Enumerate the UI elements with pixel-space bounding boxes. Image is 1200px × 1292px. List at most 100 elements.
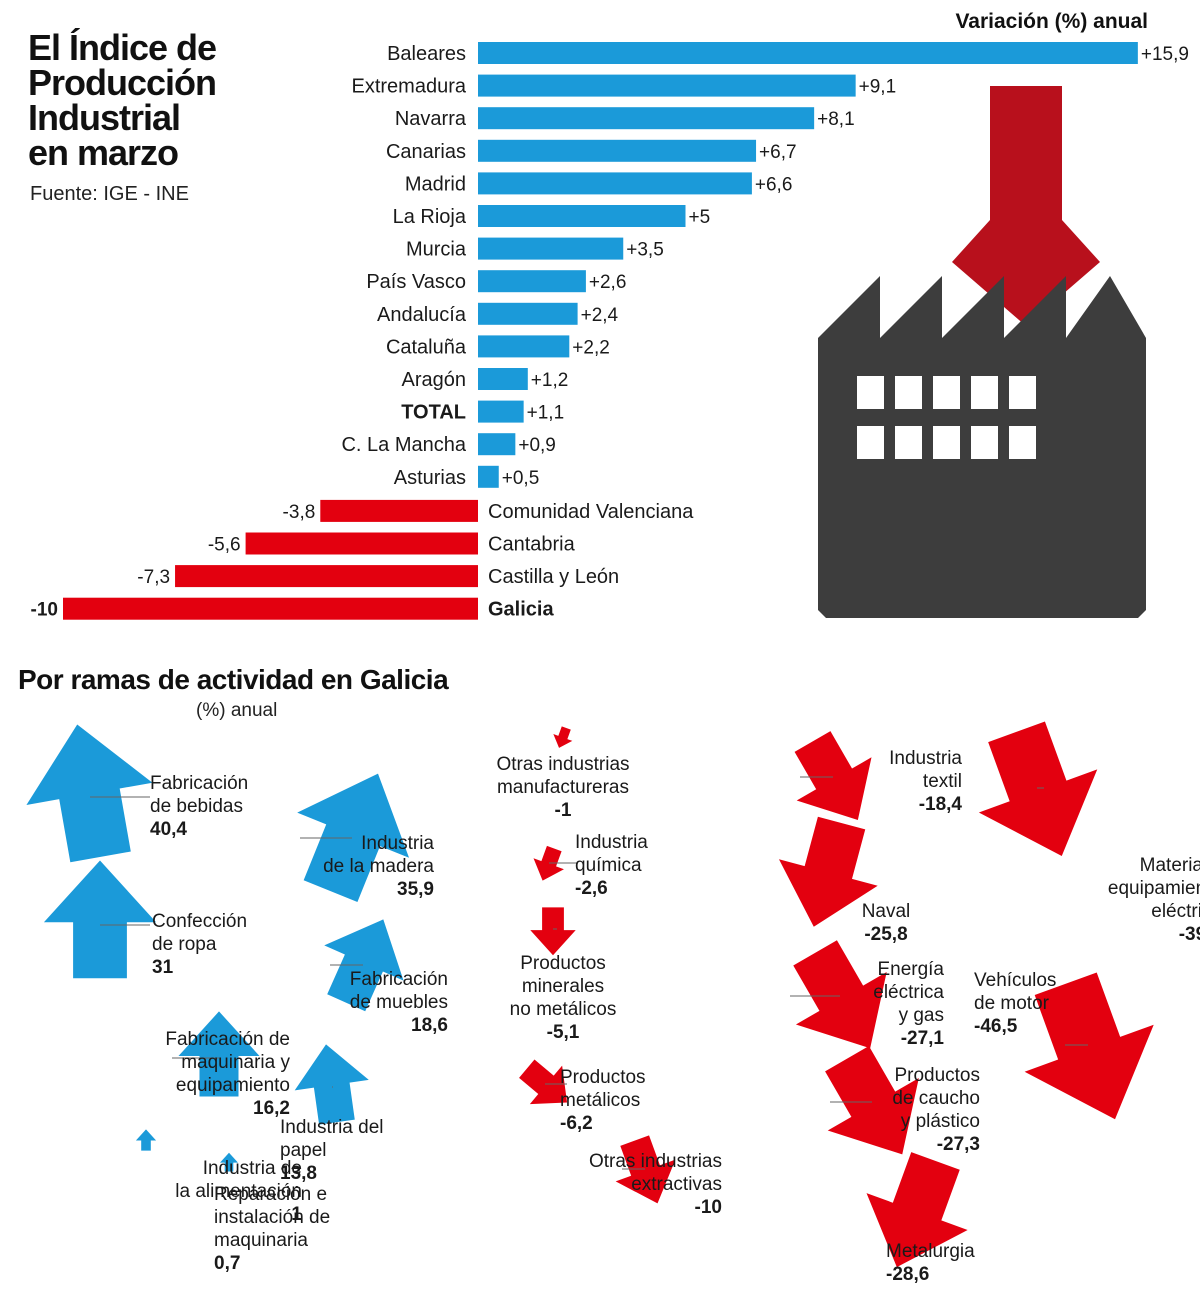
arrow-label-line: metálicos	[560, 1090, 641, 1111]
arrow-naval	[778, 816, 878, 927]
factory-window	[857, 376, 884, 409]
arrow-label-line: maquinaria y	[181, 1052, 290, 1073]
section-title-activity: Por ramas de actividad en Galicia	[18, 664, 449, 695]
arrow-label-line: de ropa	[152, 934, 217, 955]
arrow-label-confeccion-de-ropa: Confección de ropa 31	[152, 910, 247, 979]
arrow-label-line: la alimentación	[175, 1181, 302, 1202]
arrow-label-line: Productos	[894, 1065, 980, 1086]
category-label-cantabria: Cantabria	[488, 534, 576, 556]
bar-aragon	[478, 368, 528, 390]
value-label-asturias: +0,5	[502, 468, 540, 489]
bar-murcia	[478, 237, 624, 260]
value-label-canarias: +6,7	[759, 142, 797, 163]
arrow-productos-metalicos	[519, 1059, 568, 1105]
arrow-value: -18,4	[918, 794, 962, 815]
value-label-murcia: +3,5	[626, 240, 664, 261]
arrow-label-productos-de-caucho-y-plastico: Productos de caucho y plástico -27,3	[730, 1064, 980, 1156]
bar-navarra	[478, 107, 815, 130]
category-label-total: TOTAL	[401, 402, 466, 424]
bar-cataluna	[478, 335, 570, 358]
arrow-label-line: Otras industrias	[496, 754, 630, 775]
arrow-label-line: instalación de	[214, 1207, 331, 1228]
category-label-aragon: Aragón	[402, 369, 467, 391]
factory-window	[1009, 426, 1036, 459]
arrow-label-line: Industria	[575, 832, 648, 853]
arrow-fabricacion-de-bebidas	[26, 724, 153, 863]
factory-window	[933, 426, 960, 459]
arrow-label-line: eléctrica	[873, 982, 944, 1003]
bar-castilla-y-leon	[175, 565, 479, 588]
arrow-value: 18,6	[411, 1015, 448, 1036]
arrow-label-otras-industrias-manufactureras: Otras industrias manufactureras -1	[478, 753, 648, 822]
arrow-label-naval: Naval -25,8	[801, 900, 971, 946]
arrow-label-metalurgia: Metalurgia -28,6	[886, 1240, 975, 1286]
arrow-confeccion-de-ropa	[43, 860, 157, 979]
arrow-label-line: Energía	[877, 959, 944, 980]
arrow-label-line: de bebidas	[150, 796, 243, 817]
arrow-label-line: Metalurgia	[886, 1241, 975, 1262]
category-label-asturias: Asturias	[394, 467, 466, 489]
arrow-label-line: Vehículos	[974, 970, 1057, 991]
factory-chimney	[952, 86, 1100, 326]
arrow-label-energia-electrica-y-gas: Energía eléctrica y gas -27,1	[694, 958, 944, 1050]
value-label-cantabria: -5,6	[208, 535, 241, 556]
arrow-vehiculos-de-motor	[1024, 972, 1154, 1120]
arrow-label-line: y plástico	[900, 1111, 980, 1132]
arrow-label-reparacion-e-instalacion-de-maquinaria: Reparación e instalación de maquinaria 0,7	[214, 1183, 330, 1275]
factory-illustration	[818, 86, 1146, 618]
bar-pais-vasco	[478, 270, 586, 293]
page-title: El Índice de Producción Industrial en ma…	[28, 30, 328, 173]
bar-canarias	[478, 139, 757, 162]
bar-asturias	[478, 465, 499, 488]
arrow-label-line: manufactureras	[496, 777, 629, 798]
bar-galicia	[63, 597, 478, 620]
arrow-label-industria-textil: Industria textil -18,4	[712, 747, 962, 816]
arrow-label-line: Industria de	[202, 1158, 302, 1179]
value-label-madrid: +6,6	[755, 174, 793, 195]
arrow-value: -5,1	[546, 1022, 580, 1043]
arrow-label-material-y-equipamiento-electrico: Material yequipamientoeléctrico-39,1	[972, 854, 1200, 946]
category-label-castilla-y-leon: Castilla y León	[488, 566, 619, 588]
arrow-fabricacion-de-maquinaria-y-equipamiento	[178, 1011, 260, 1097]
value-label-c-la-mancha: +0,9	[518, 435, 556, 456]
arrow-label-line: de motor	[974, 993, 1049, 1014]
arrow-label-line: no metálicos	[509, 999, 617, 1020]
value-label-galicia: -10	[31, 600, 58, 621]
category-label-baleares: Baleares	[387, 43, 466, 65]
arrow-label-line: maquinaria	[214, 1230, 308, 1251]
arrow-label-line: papel	[280, 1140, 327, 1161]
title-line-4: en marzo	[28, 132, 179, 173]
arrow-reparacion-e-instalacion-de-maquinaria	[220, 1152, 238, 1172]
bar-andalucia	[478, 302, 578, 325]
value-label-castilla-y-leon: -7,3	[137, 567, 170, 588]
arrow-value: 13,8	[280, 1163, 317, 1184]
value-label-la-rioja: +5	[689, 207, 711, 228]
variation-header: Variación (%) anual	[955, 10, 1148, 33]
category-label-andalucia: Andalucía	[377, 304, 467, 326]
bar-la-rioja	[478, 205, 686, 227]
category-label-cataluna: Cataluña	[386, 336, 467, 358]
bar-extremadura	[478, 74, 856, 97]
arrow-label-industria-quimica: Industria química -2,6	[575, 831, 648, 900]
arrow-otras-industrias-extractivas	[615, 1135, 676, 1204]
arrow-metalurgia	[866, 1152, 968, 1268]
factory-window	[971, 426, 998, 459]
source-note: Fuente: IGE - INE	[30, 183, 189, 205]
title-line-3: Industrial	[28, 97, 181, 138]
arrow-value: 16,2	[253, 1098, 290, 1119]
arrow-productos-minerales-no-metalicos	[530, 907, 576, 956]
arrow-label-line: Industria	[361, 833, 434, 854]
arrow-label-line: Otras industrias	[588, 1151, 722, 1172]
bar-comunidad-valenciana	[320, 499, 478, 522]
arrow-label-line: Productos	[560, 1067, 646, 1088]
factory-window	[895, 376, 922, 409]
arrow-value: -28,6	[886, 1264, 930, 1285]
value-label-navarra: +8,1	[817, 109, 855, 130]
value-label-baleares: +15,9	[1141, 44, 1189, 65]
factory-window	[933, 376, 960, 409]
category-label-extremadura: Extremadura	[352, 76, 467, 98]
arrow-label-industria-de-la-alimentacion: Industria de la alimentación 1	[52, 1157, 302, 1226]
arrow-industria-quimica	[533, 845, 564, 881]
value-label-andalucia: +2,4	[581, 305, 619, 326]
bar-cantabria	[245, 532, 478, 555]
